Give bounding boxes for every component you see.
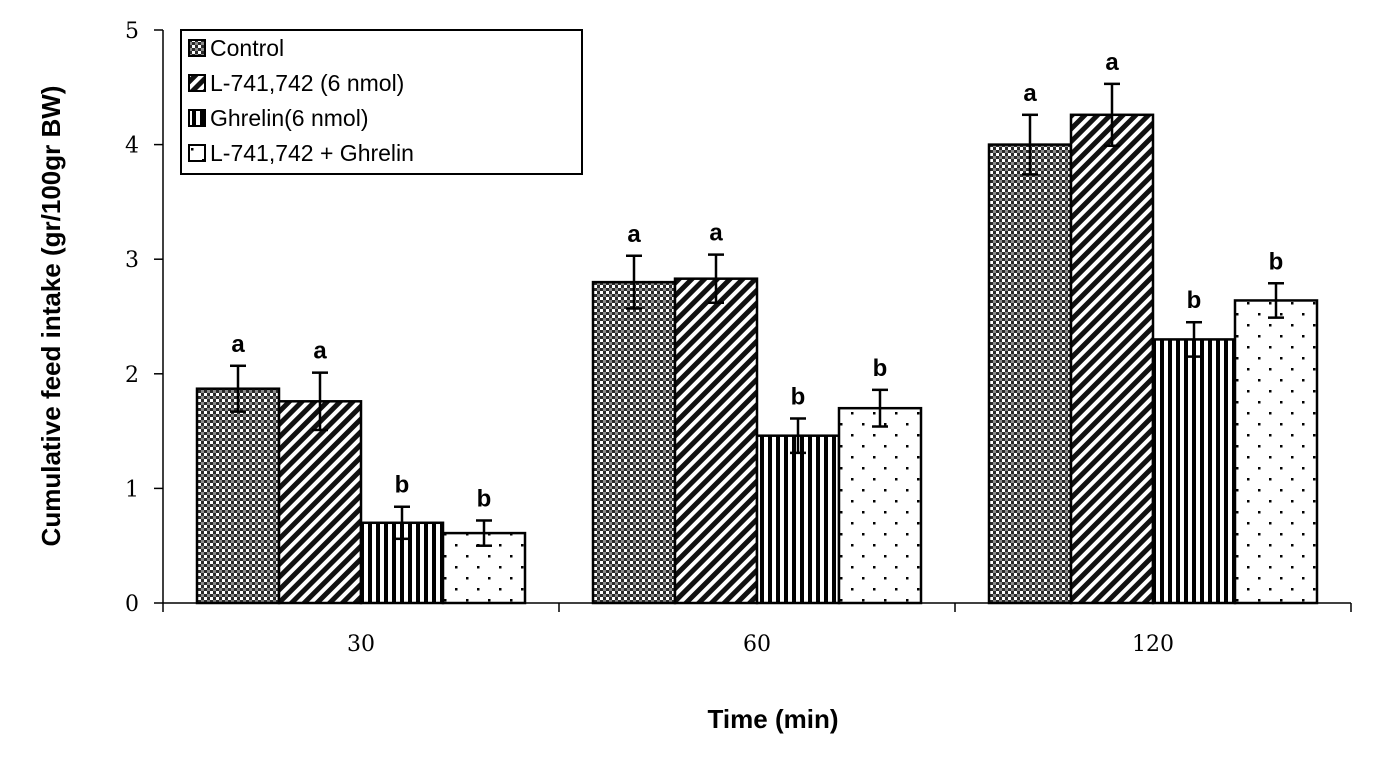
bar [673,277,759,605]
significance-label: b [1187,287,1202,314]
significance-label: b [791,383,806,410]
y-tick-label: 5 [125,19,139,44]
bar [277,400,363,605]
significance-label: b [395,472,410,499]
y-tick-label: 3 [125,248,139,273]
significance-label: a [231,331,245,358]
legend-label: L-741,742 + Ghrelin [210,140,414,166]
significance-label: a [1105,49,1119,76]
legend: Control L-741,742 (6 nmol) Ghrelin(6 nmol)… [180,29,583,175]
bars-layer: a a b b a a b b a a b b [195,49,1319,605]
bar [195,387,281,605]
legend-label: L-741,742 (6 nmol) [210,70,404,96]
y-tick-label: 2 [125,363,139,388]
y-tick-label: 1 [125,477,139,502]
x-tick-label: 30 [347,632,375,657]
bar [987,143,1073,605]
y-tick-label: 0 [125,592,139,617]
bar [591,280,677,605]
significance-label: b [1269,248,1284,275]
y-tick-label: 4 [125,134,139,159]
bar [755,434,841,605]
y-axis-title: Cumulative feed intake (gr/100gr BW) [36,86,66,547]
bar [1151,338,1237,605]
legend-label: Ghrelin(6 nmol) [210,105,369,131]
significance-label: a [709,220,723,247]
bar [1069,113,1155,605]
axes-layer: 0 1 2 3 4 5 30 60 120 [125,19,1352,657]
significance-label: b [477,485,492,512]
significance-label: a [313,338,327,365]
significance-label: a [1023,80,1037,107]
legend-swatch [188,144,206,162]
x-tick-label: 60 [743,632,771,657]
significance-label: a [627,221,641,248]
legend-box [180,29,583,175]
legend-swatch [188,74,206,92]
bar [837,406,923,605]
significance-label: b [873,355,888,382]
legend-swatch [188,109,206,127]
legend-label: Control [210,35,284,61]
x-axis-title: Time (min) [708,704,839,734]
bar [1233,299,1319,605]
x-tick-label: 120 [1132,632,1174,657]
legend-swatch [188,39,206,57]
